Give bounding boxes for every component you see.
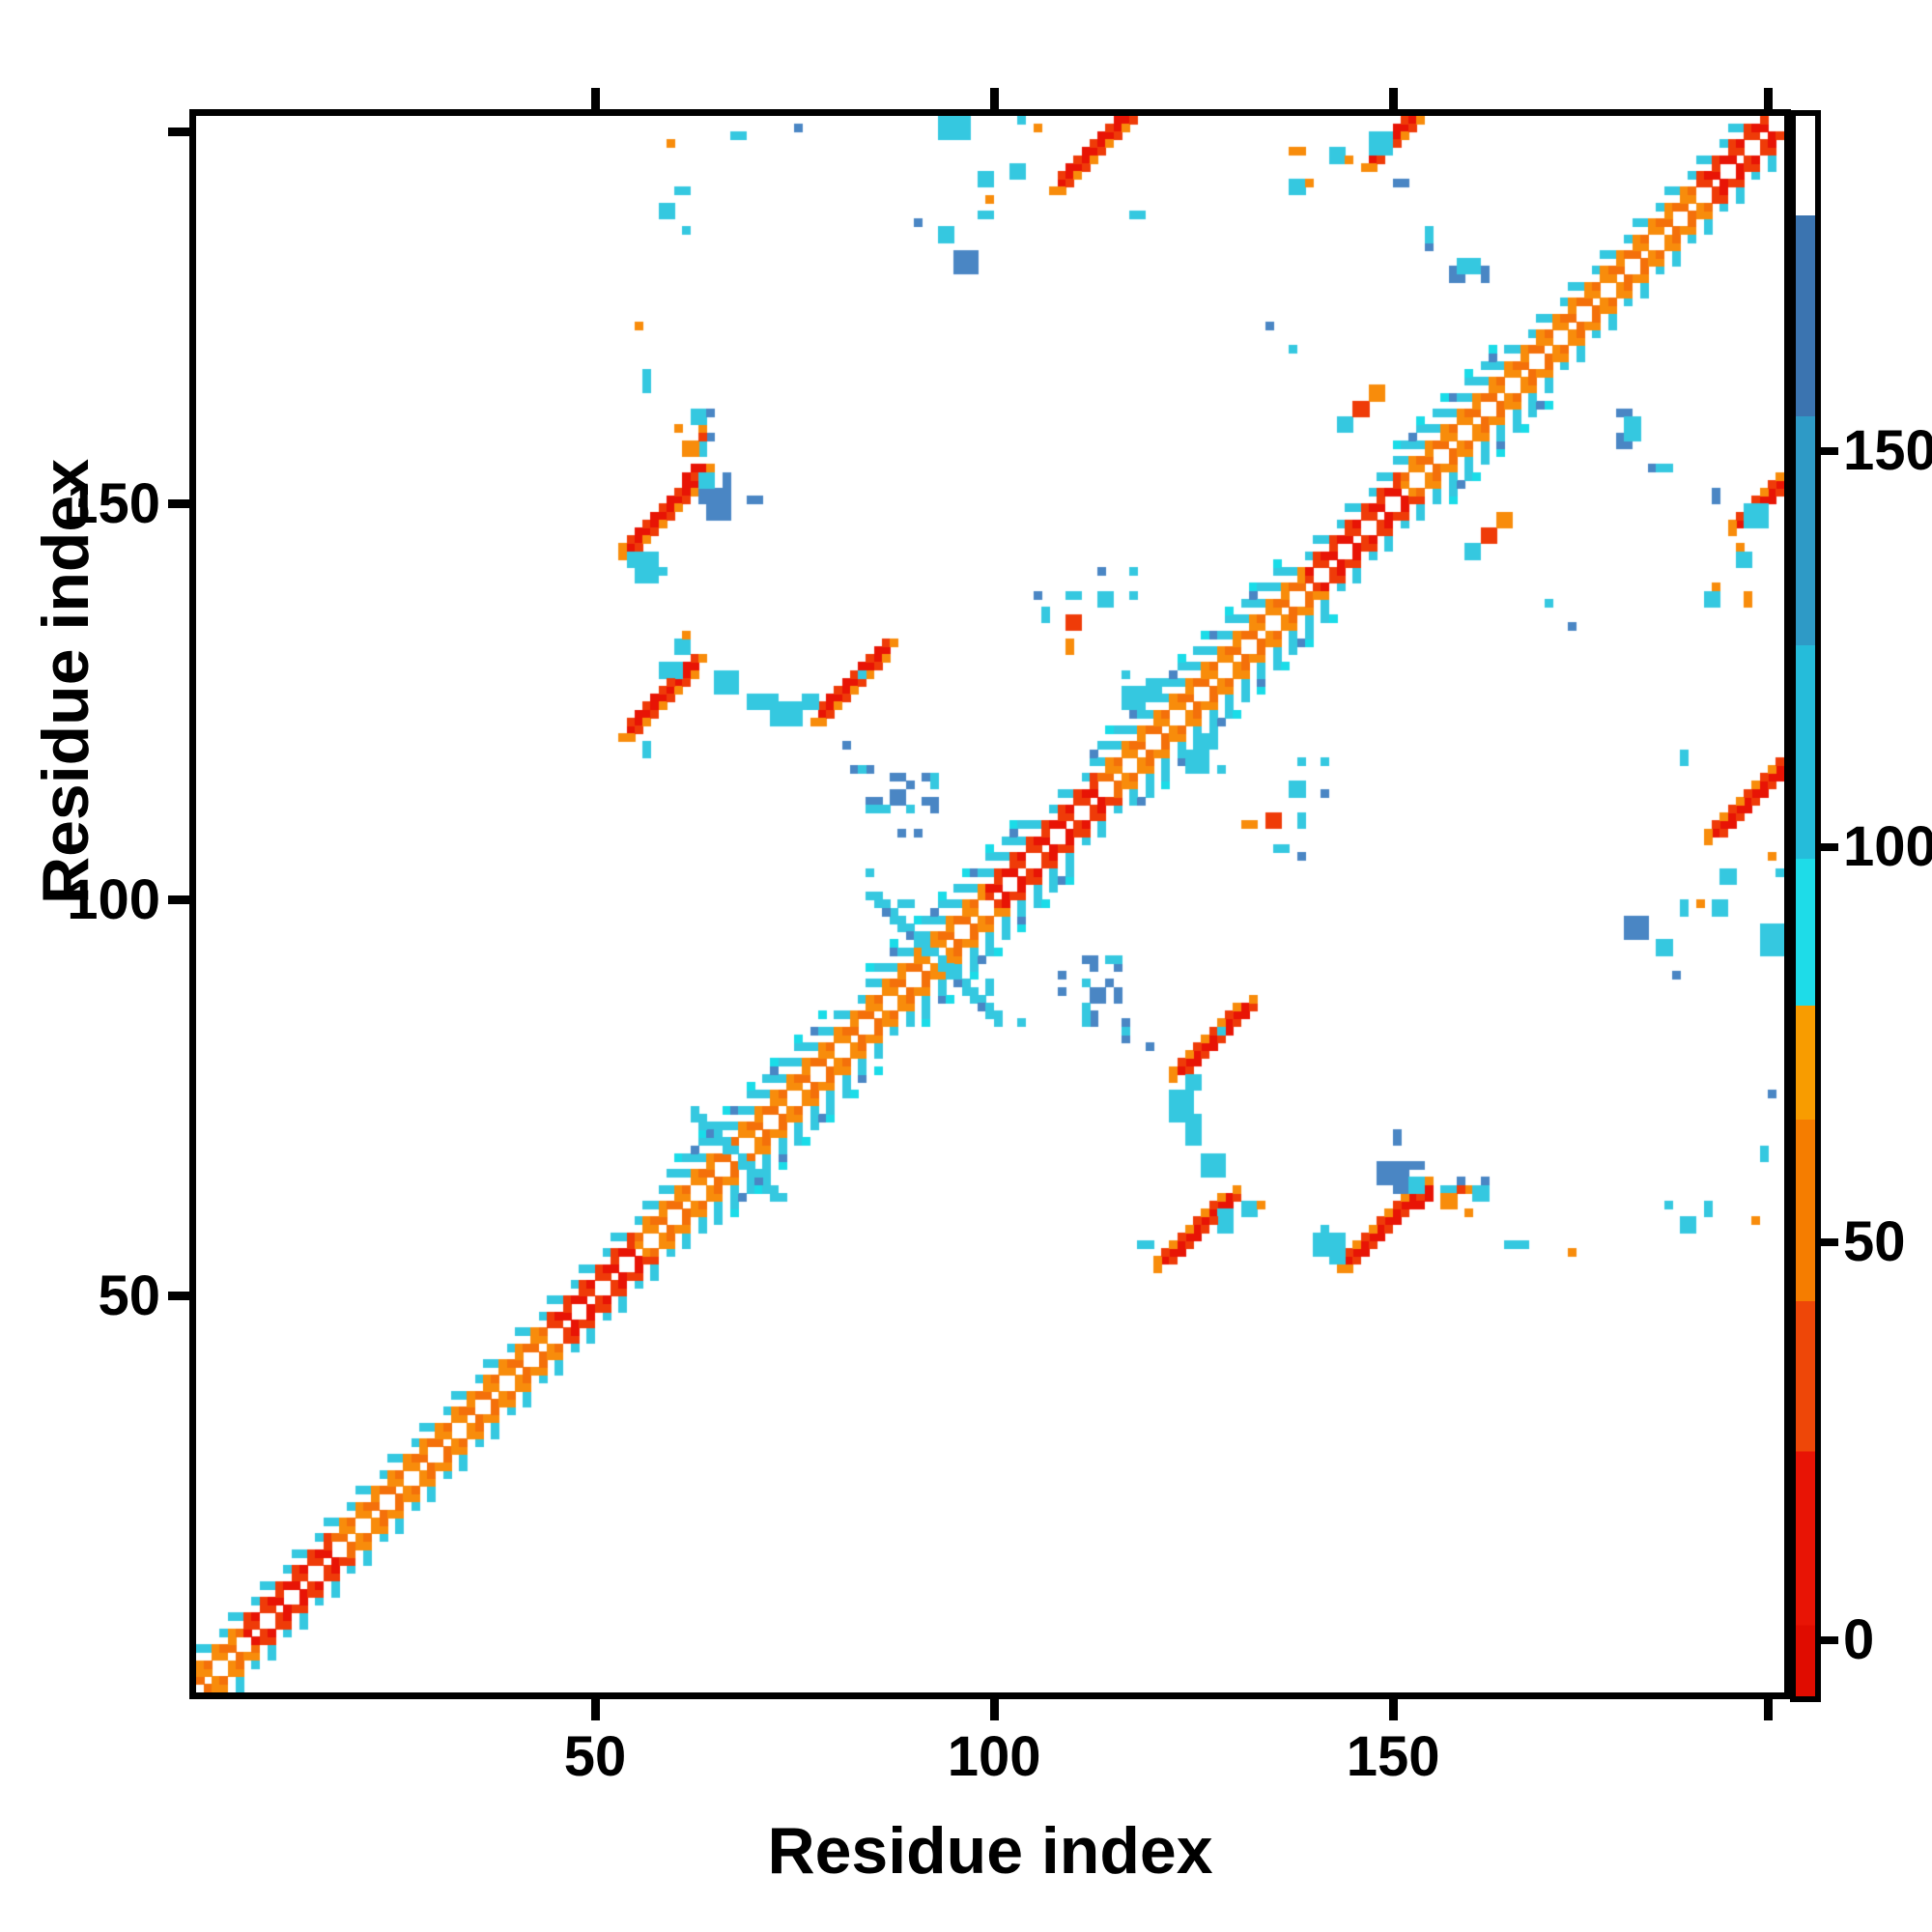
x-tick xyxy=(1388,1699,1398,1720)
y-tick-label: 50 xyxy=(98,1264,160,1327)
colorbar-tick xyxy=(1821,842,1838,851)
y-tick xyxy=(168,1292,189,1301)
colorbar-tick-label: 0 xyxy=(1843,1607,1875,1671)
colorbar-tick-label: 150 xyxy=(1843,418,1932,482)
x-tick-top xyxy=(989,88,999,109)
x-axis-title: Residue index xyxy=(767,1814,1213,1888)
colorbar-tick xyxy=(1821,1635,1838,1644)
x-tick-top xyxy=(590,88,600,109)
x-tick-top xyxy=(1763,88,1773,109)
x-tick xyxy=(1763,1699,1773,1720)
y-tick xyxy=(168,127,189,136)
colorbar xyxy=(1790,110,1821,1702)
plot-frame xyxy=(189,109,1791,1699)
colorbar-tick-label: 100 xyxy=(1843,814,1932,878)
x-tick xyxy=(989,1699,999,1720)
colorbar-gradient xyxy=(1796,116,1815,1696)
x-tick-label: 150 xyxy=(1346,1725,1440,1788)
x-tick-top xyxy=(1388,88,1398,109)
colorbar-tick xyxy=(1821,446,1838,455)
y-tick-label: 150 xyxy=(67,471,160,535)
x-tick xyxy=(590,1699,600,1720)
y-tick xyxy=(168,499,189,509)
colorbar-tick xyxy=(1821,1238,1838,1247)
heatmap-canvas xyxy=(196,116,1784,1692)
x-tick-label: 100 xyxy=(947,1725,1041,1788)
colorbar-tick-label: 50 xyxy=(1843,1210,1906,1274)
y-axis-title: Residue index xyxy=(29,458,102,904)
y-tick-label: 100 xyxy=(67,867,160,931)
x-tick-label: 50 xyxy=(563,1725,627,1788)
y-tick xyxy=(168,895,189,905)
